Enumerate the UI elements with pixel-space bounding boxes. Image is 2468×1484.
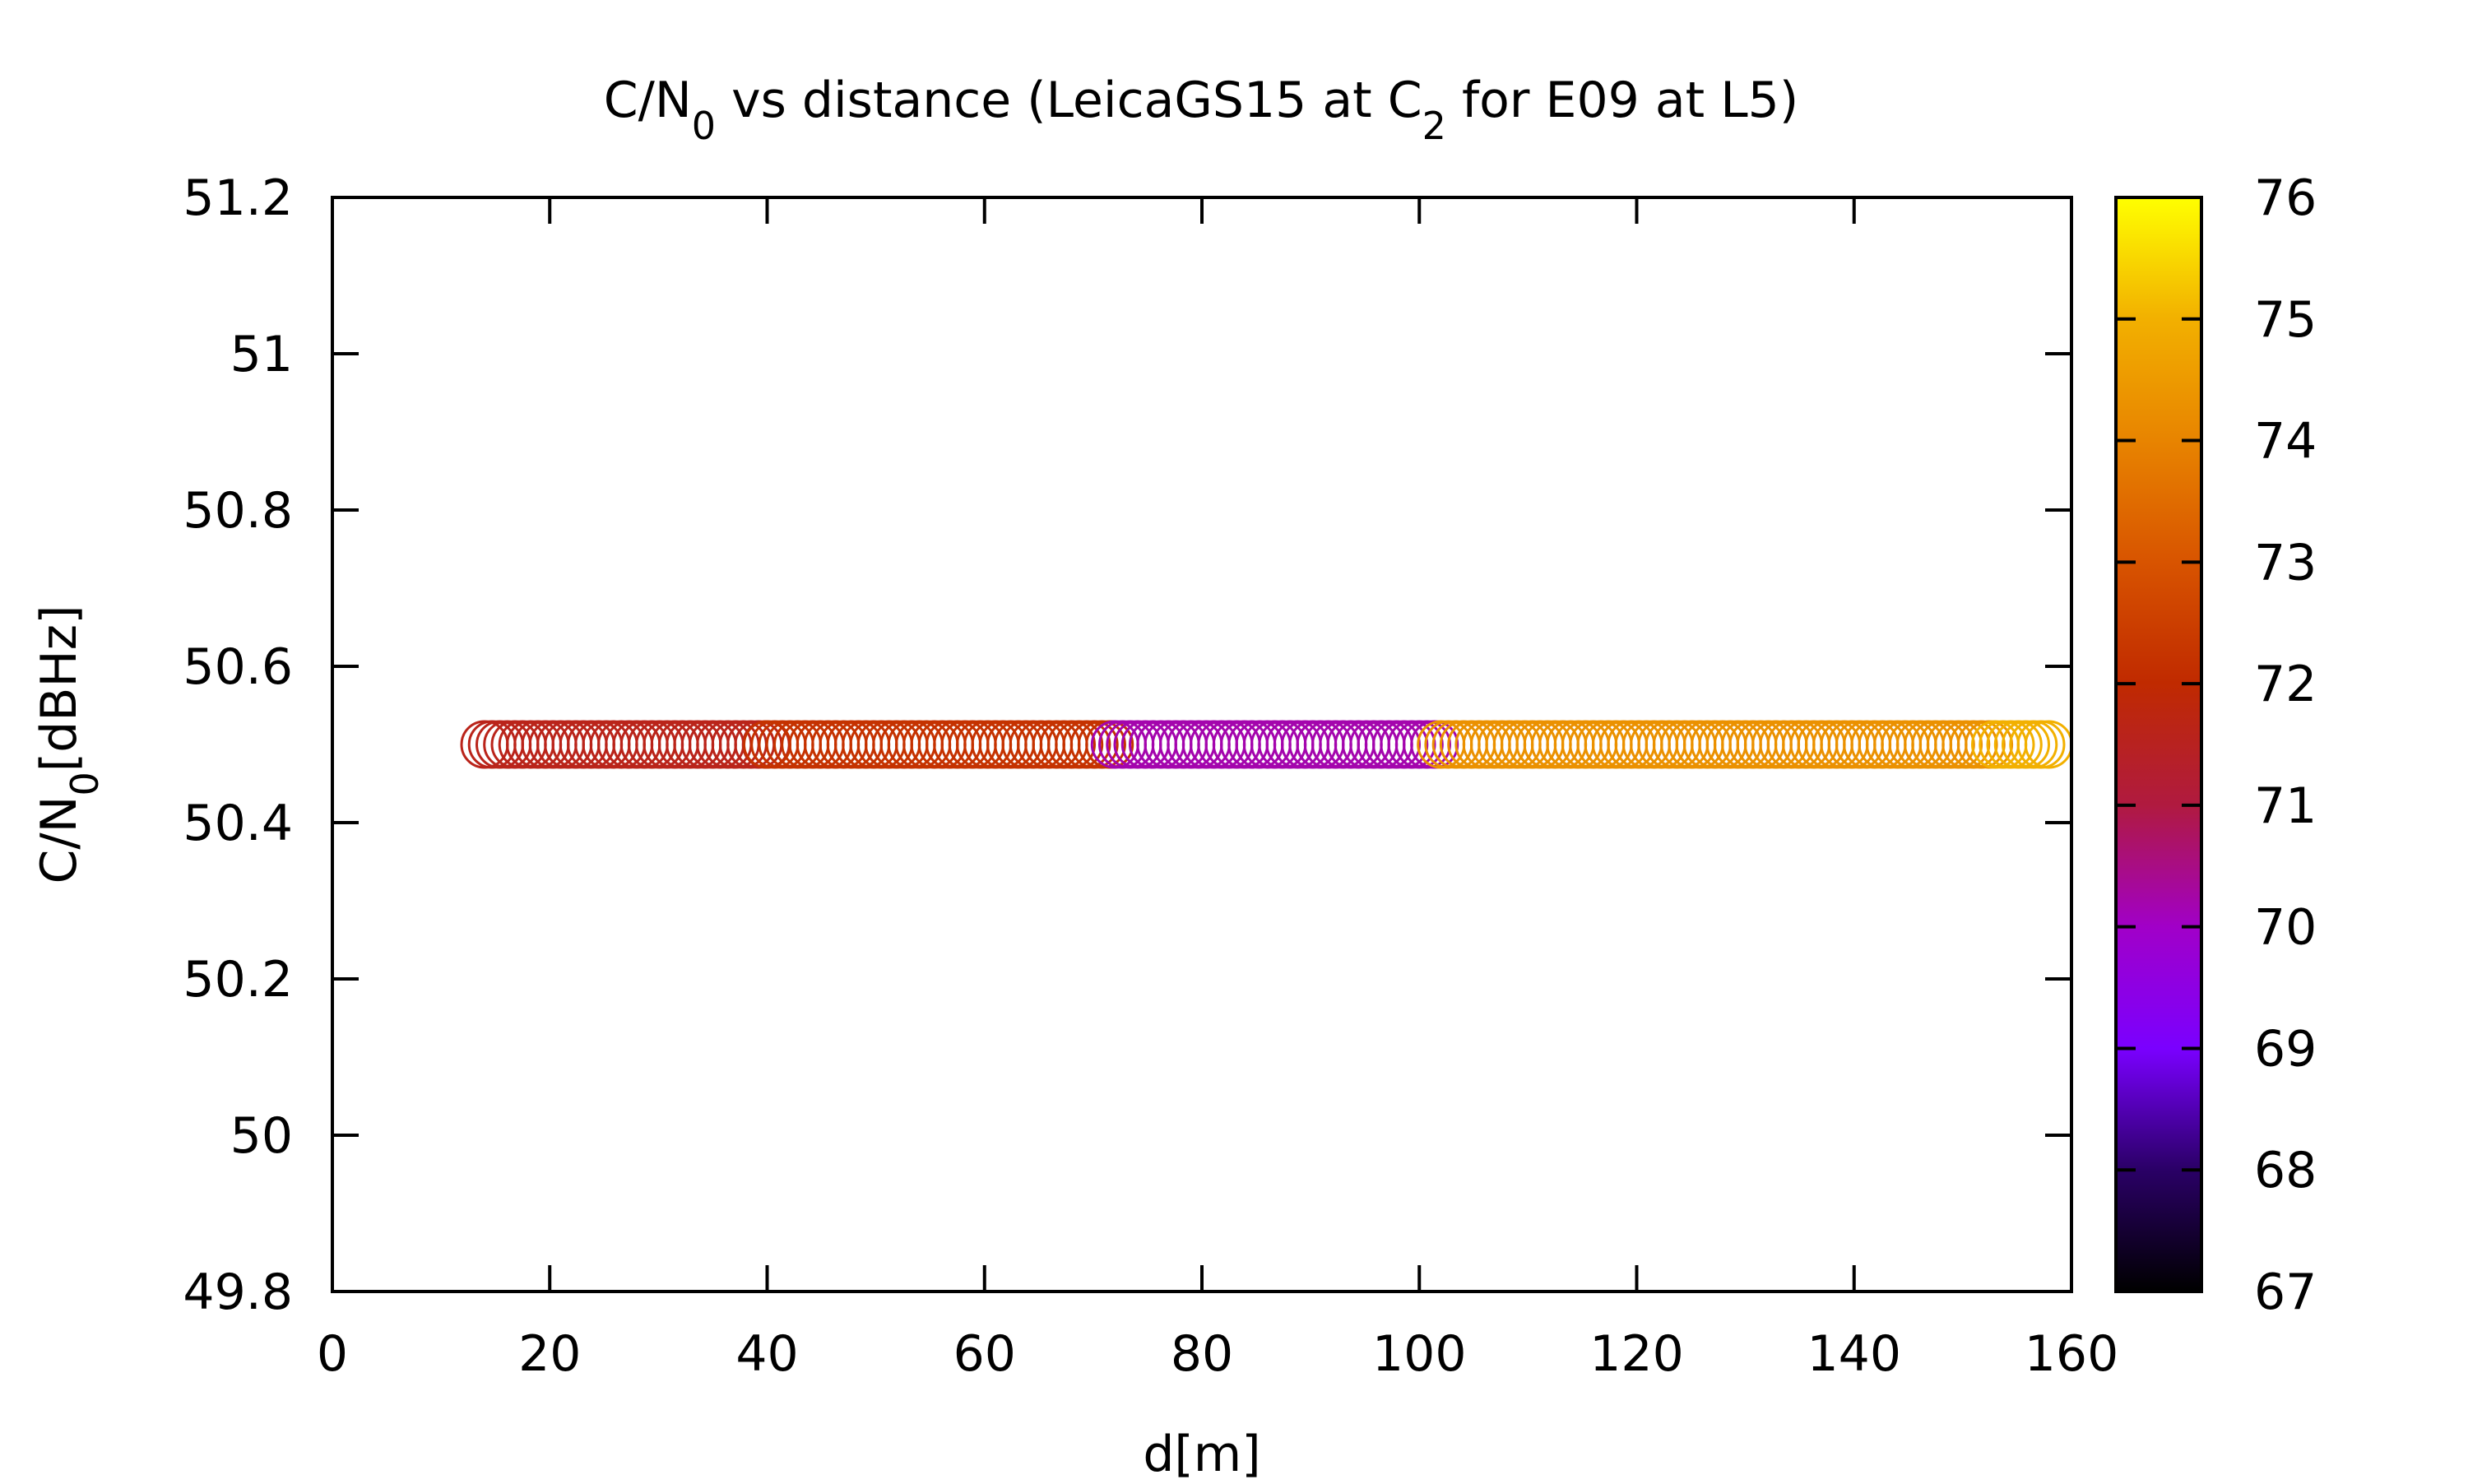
y-tick-label: 50.8 — [183, 482, 293, 540]
x-tick-label: 140 — [1807, 1325, 1901, 1383]
x-tick-label: 100 — [1372, 1325, 1467, 1383]
x-axis-label: d[m] — [1143, 1426, 1260, 1481]
data-point — [2024, 720, 2071, 769]
y-tick-label: 51.2 — [183, 169, 293, 227]
y-tick-label: 50.4 — [183, 795, 293, 852]
data-point — [1077, 720, 1126, 769]
colorbar-tick-label: 68 — [2254, 1142, 2317, 1199]
data-point — [1986, 720, 2035, 769]
y-axis: 49.8 50 50.2 50.4 50.6 50.8 51 51.2 — [183, 169, 2071, 1321]
x-tick-label: 80 — [1171, 1325, 1233, 1383]
x-tick-label: 0 — [317, 1325, 348, 1383]
colorbar-tick-label: 73 — [2254, 534, 2317, 591]
colorbar-tick-label: 70 — [2254, 899, 2317, 957]
colorbar-tick-label: 67 — [2254, 1264, 2317, 1321]
x-tick-label: 60 — [953, 1325, 1016, 1383]
x-tick-label: 20 — [518, 1325, 581, 1383]
colorbar-tick-label: 71 — [2254, 777, 2317, 835]
data-point — [1372, 720, 1421, 769]
data-point — [2002, 720, 2050, 769]
chart-title: C/N0 vs distance (LeicaGS15 at C2 for E0… — [604, 72, 1799, 148]
colorbar-tick-label: 75 — [2254, 291, 2317, 349]
data-markers — [460, 720, 2071, 769]
x-tick-label: 40 — [735, 1325, 798, 1383]
data-point — [2016, 720, 2066, 769]
x-axis: 0 20 40 60 80 100 120 140 160 — [317, 197, 2118, 1383]
x-tick-label: 160 — [2025, 1325, 2119, 1383]
y-tick-label: 50.6 — [183, 638, 293, 696]
data-point — [1387, 720, 1436, 769]
colorbar-tick-label: 69 — [2254, 1020, 2317, 1078]
data-point — [1956, 720, 2006, 769]
y-tick-label: 51 — [230, 326, 293, 383]
colorbar-tick-label: 74 — [2254, 413, 2317, 471]
colorbar-tick-label: 76 — [2254, 169, 2317, 227]
y-tick-label: 50.2 — [183, 951, 293, 1009]
colorbar-tick-label: 72 — [2254, 656, 2317, 713]
data-point — [1062, 720, 1111, 769]
y-axis-label: C/N0[dBHz] — [30, 605, 107, 884]
colorbar-axis: 67 68 69 70 71 72 73 74 75 76 — [2116, 169, 2317, 1321]
x-tick-label: 120 — [1589, 1325, 1684, 1383]
data-point — [1941, 720, 1991, 769]
y-tick-label: 49.8 — [183, 1264, 293, 1321]
data-point — [1926, 720, 1975, 769]
colorbar — [2114, 196, 2203, 1293]
plot-frame — [331, 196, 2073, 1293]
y-tick-label: 50 — [230, 1107, 293, 1165]
